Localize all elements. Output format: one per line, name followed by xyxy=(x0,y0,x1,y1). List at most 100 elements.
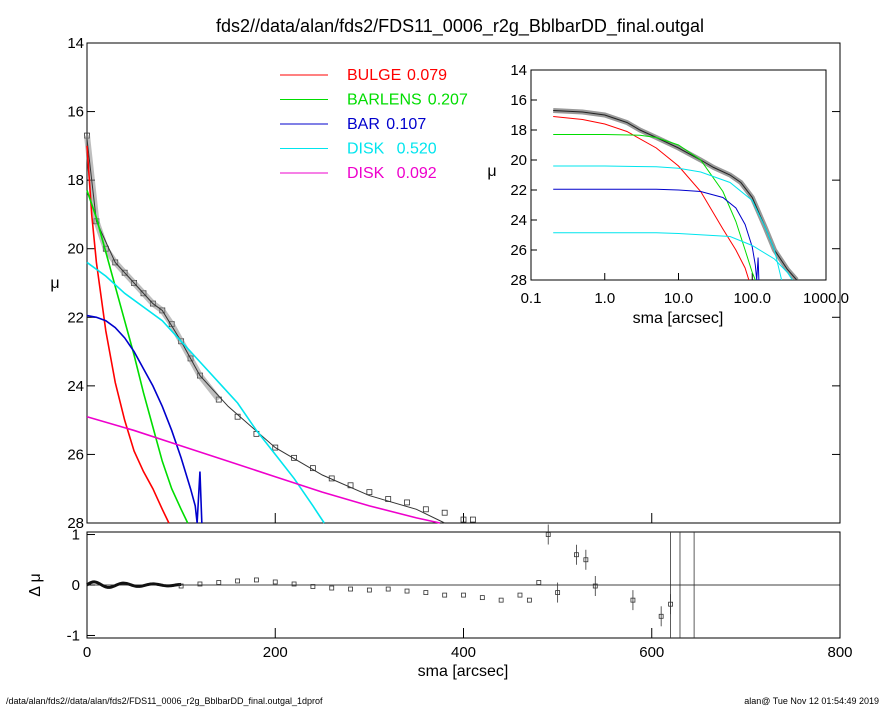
legend-label: BAR xyxy=(347,116,380,133)
inset-ylabel: μ xyxy=(487,163,496,180)
residual-point xyxy=(272,579,278,585)
residual-point xyxy=(545,532,551,537)
inset-x-tick-label: 100.0 xyxy=(733,290,771,307)
inset-plot-frame xyxy=(530,69,827,281)
residual-y-tick-label: 1 xyxy=(72,527,80,544)
residual-series xyxy=(86,524,840,638)
residual-point xyxy=(555,590,561,595)
residual-point xyxy=(310,584,316,589)
residual-point xyxy=(526,597,532,603)
residual-point xyxy=(658,613,664,619)
main-data-point xyxy=(366,489,373,496)
main-y-tick-label: 26 xyxy=(67,446,84,463)
residual-point xyxy=(536,580,542,585)
residual-point xyxy=(254,577,259,583)
residual-point xyxy=(329,585,335,591)
residual-y-tick-label: -1 xyxy=(67,627,80,644)
residual-point xyxy=(479,595,485,601)
inset-y-tick-label: 24 xyxy=(510,212,527,229)
main-data-point xyxy=(291,454,297,461)
legend-label: BULGE xyxy=(347,67,401,84)
legend-value: 0.079 xyxy=(407,67,447,84)
inset-x-tick-label: 1.0 xyxy=(594,290,615,307)
main-series-disk-line xyxy=(86,415,441,524)
residual-point xyxy=(592,583,598,589)
residual-point xyxy=(423,590,429,595)
footer-right: alan@ Tue Nov 12 01:54:49 2019 xyxy=(744,696,879,706)
residual-point xyxy=(235,578,241,584)
main-series xyxy=(84,132,476,524)
legend-label: DISK xyxy=(347,165,385,182)
main-series-bar-line xyxy=(86,314,203,524)
main-data-point xyxy=(404,499,410,506)
legend-value: 0.207 xyxy=(428,92,468,109)
residual-point xyxy=(385,586,391,592)
residual-y-tick-label: 0 xyxy=(72,577,80,594)
inset-series-disk-line xyxy=(553,232,793,280)
main-series-barlens-line xyxy=(86,190,189,524)
legend-value: 0.107 xyxy=(386,116,426,133)
inset-series-bar-line xyxy=(553,188,760,280)
main-y-tick-label: 24 xyxy=(67,378,84,395)
residual-point xyxy=(291,581,297,587)
legend-value: 0.520 xyxy=(397,141,437,158)
main-y-tick-label: 28 xyxy=(67,515,84,532)
main-series-disk-line xyxy=(86,261,325,524)
residual-point xyxy=(442,592,448,598)
main-data-point xyxy=(272,444,279,451)
residual-point xyxy=(517,592,523,598)
inset-lines xyxy=(553,108,799,280)
inset-y-tick-label: 22 xyxy=(510,182,527,199)
residual-point xyxy=(366,587,372,593)
inset-series-bulge-line xyxy=(553,116,750,280)
inset-xlabel: sma [arcsec] xyxy=(633,310,724,327)
inset-x-tick-label: 10.0 xyxy=(664,290,693,307)
inset-y-tick-label: 18 xyxy=(510,122,527,139)
legend-label: DISK xyxy=(347,141,385,158)
main-ylabel: μ xyxy=(50,275,59,292)
inset-y-tick-label: 20 xyxy=(510,152,527,169)
main-y-tick-label: 18 xyxy=(67,172,84,189)
residual-x-tick-label: 0 xyxy=(83,644,91,661)
inset-ticks: 14 16 18 20 22 24 26 280.1 1.0 10.0 100.0 1000.0 xyxy=(510,62,849,307)
residual-point xyxy=(348,586,353,592)
residual-point xyxy=(178,583,184,589)
inset-x-tick-label: 0.1 xyxy=(521,290,542,307)
residual-point xyxy=(574,552,579,558)
legend-value: 0.092 xyxy=(397,165,437,182)
main-data-point xyxy=(441,509,448,516)
residual-point xyxy=(216,580,222,585)
residual-point xyxy=(498,597,504,603)
residual-point xyxy=(404,588,410,594)
main-series-bulge-line xyxy=(86,145,170,524)
residual-xlabel: sma [arcsec] xyxy=(418,663,509,680)
main-data-point xyxy=(470,516,476,523)
inset-y-tick-label: 16 xyxy=(510,92,527,109)
residual-point xyxy=(461,592,466,598)
footer-left: /data/alan/fds2//data/alan/fds2/FDS11_00… xyxy=(6,696,323,706)
main-y-tick-label: 22 xyxy=(67,309,84,326)
main-y-tick-label: 20 xyxy=(67,241,84,258)
residual-ylabel: Δ μ xyxy=(27,573,44,596)
main-y-ticks: 14 16 18 20 22 24 26 28 xyxy=(67,35,841,532)
residual-inner-band xyxy=(86,580,182,589)
inset-y-tick-label: 14 xyxy=(510,62,527,79)
residual-x-tick-label: 200 xyxy=(263,644,288,661)
main-data-point xyxy=(422,506,429,513)
inset-series-disk-line xyxy=(553,165,783,280)
residual-x-tick-label: 600 xyxy=(639,644,664,661)
inset-y-tick-label: 26 xyxy=(510,242,527,259)
main-y-tick-label: 14 xyxy=(67,35,84,52)
residual-x-tick-label: 400 xyxy=(451,644,476,661)
residual-point xyxy=(583,557,589,563)
main-data-point xyxy=(460,516,467,523)
inset-y-tick-label: 28 xyxy=(510,272,527,289)
inset-series-barlens-line xyxy=(553,134,756,280)
chart-title: fds2//data/alan/fds2/FDS11_0006_r2g_Bblb… xyxy=(216,16,704,37)
legend-label: BARLENS xyxy=(347,92,422,109)
inset-x-tick-label: 1000.0 xyxy=(803,290,849,307)
main-y-tick-label: 16 xyxy=(67,104,84,121)
